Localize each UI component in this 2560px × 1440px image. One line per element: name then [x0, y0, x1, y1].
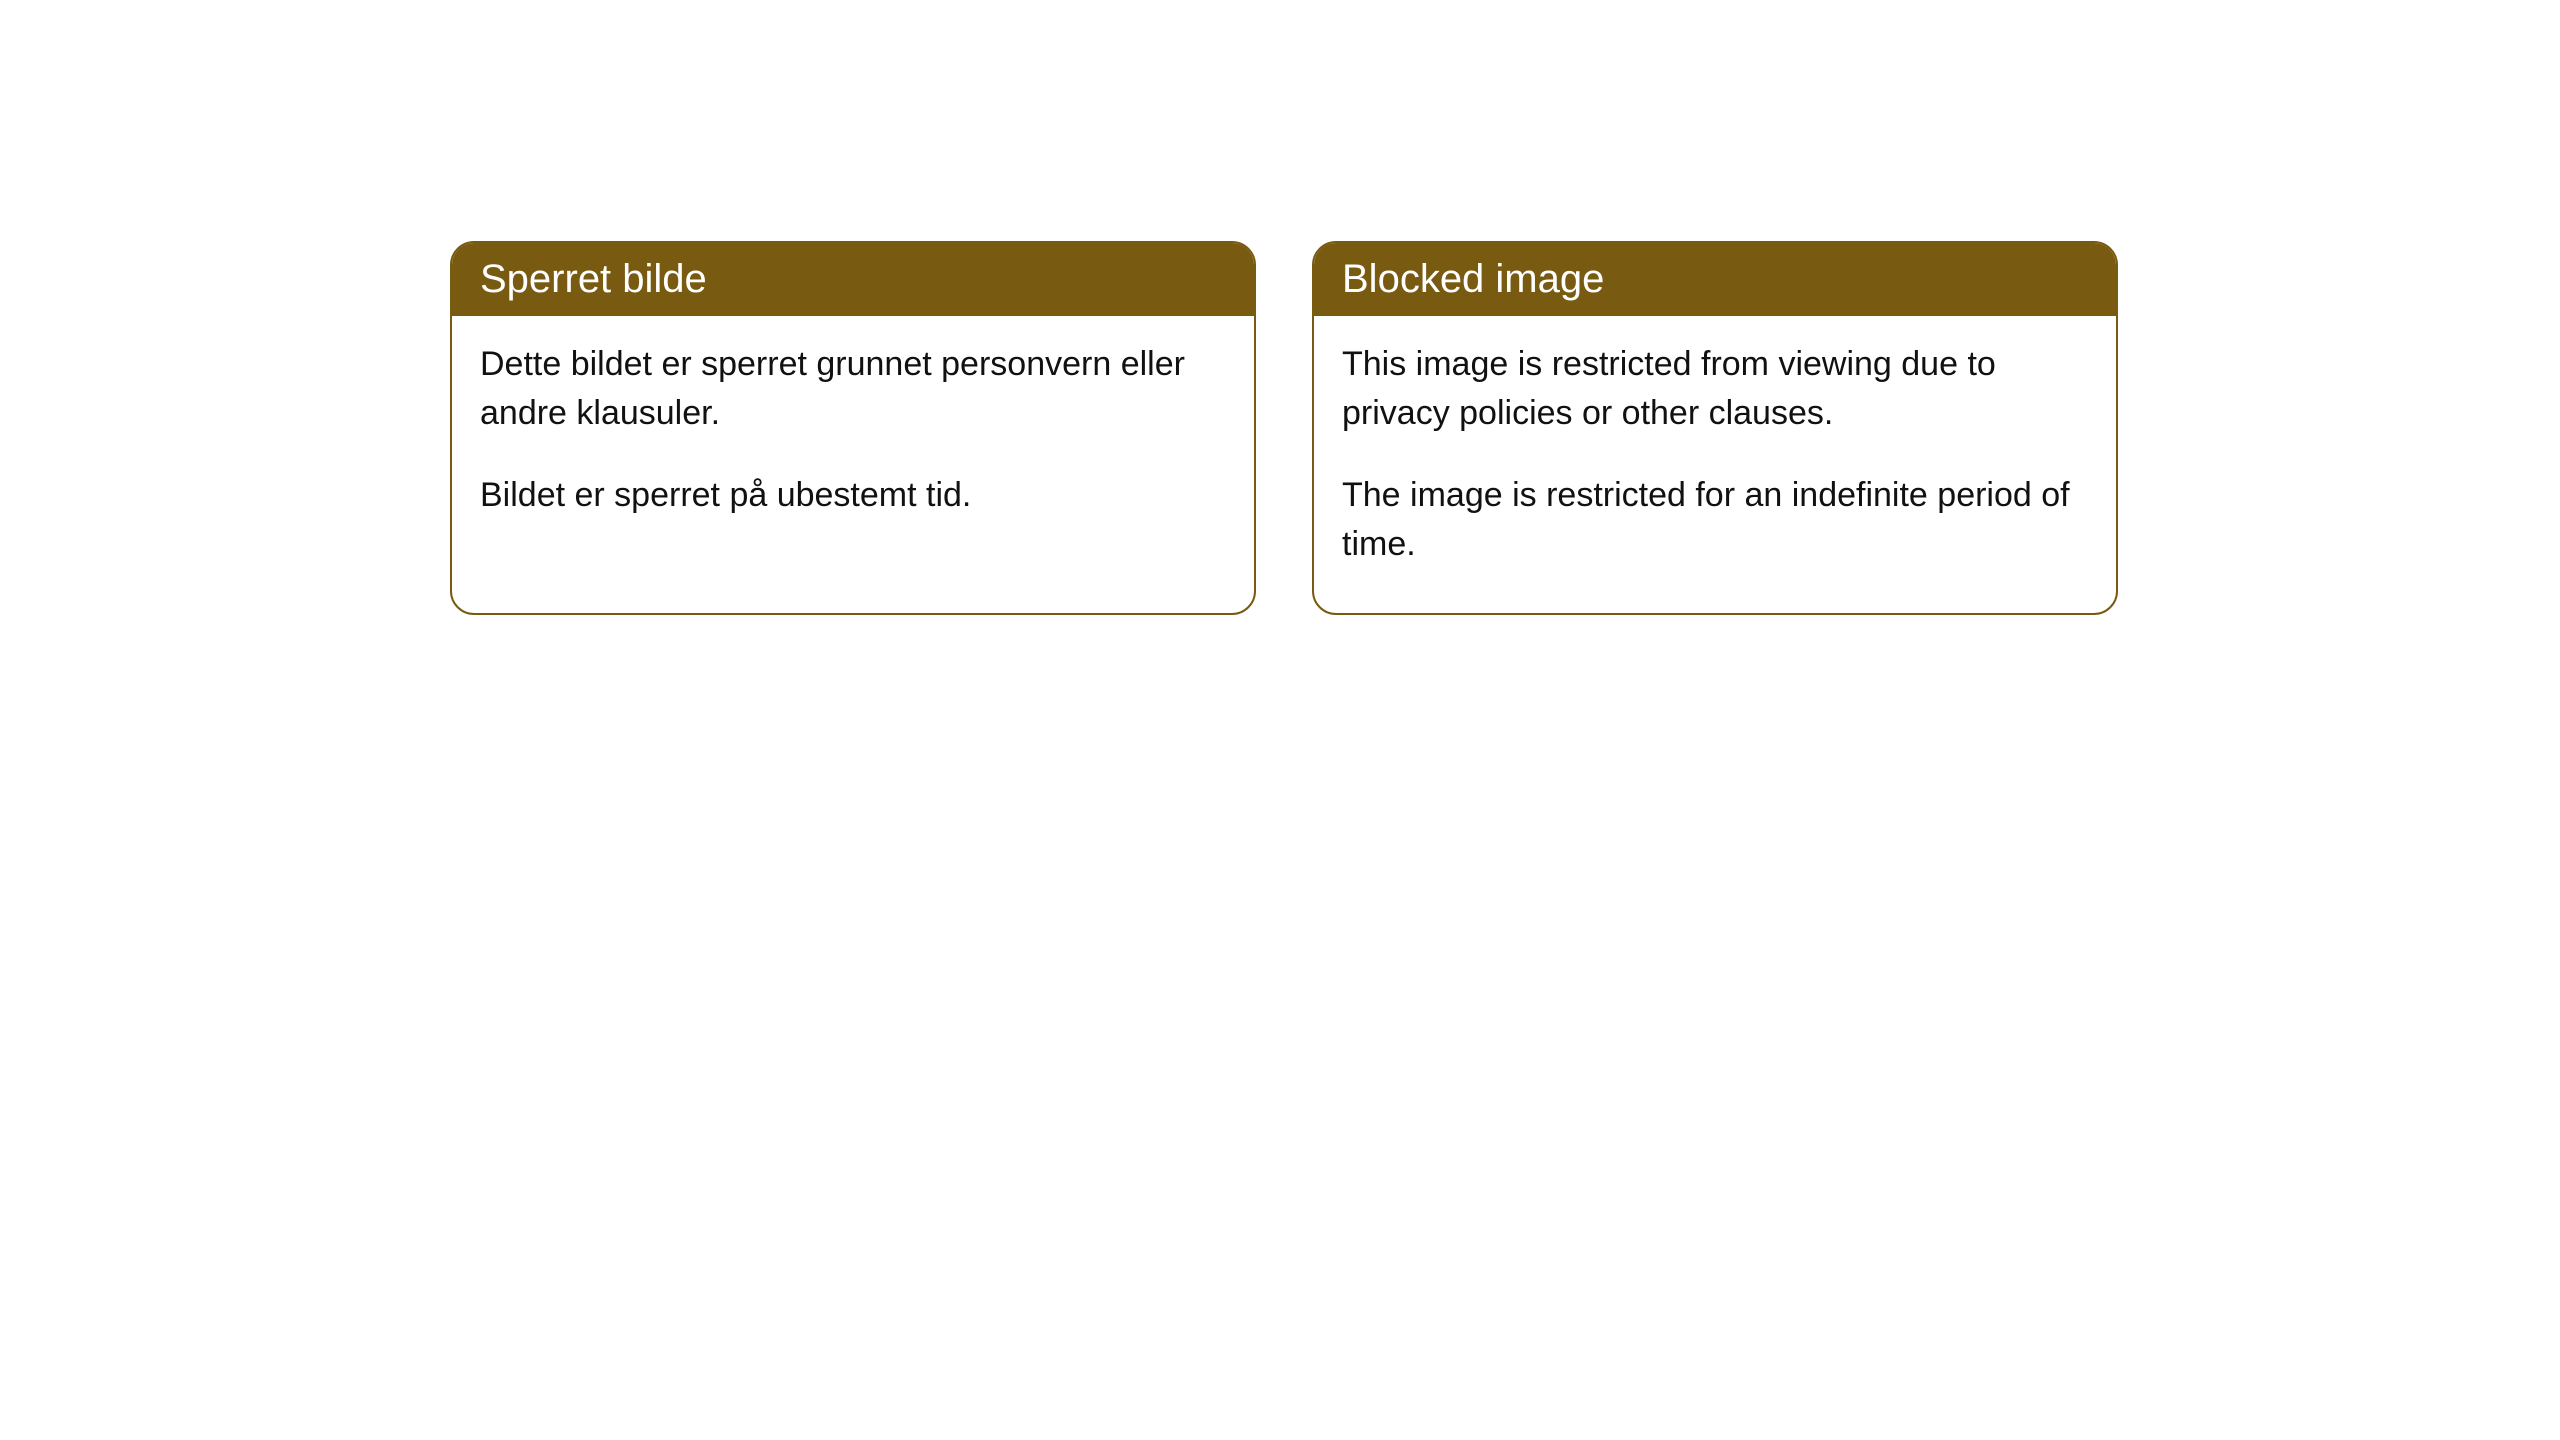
card-body-english: This image is restricted from viewing du… [1314, 316, 2116, 613]
card-body-norwegian: Dette bildet er sperret grunnet personve… [452, 316, 1254, 564]
card-paragraph-2-norwegian: Bildet er sperret på ubestemt tid. [480, 471, 1226, 520]
card-paragraph-1-norwegian: Dette bildet er sperret grunnet personve… [480, 340, 1226, 439]
card-title-english: Blocked image [1342, 257, 1604, 301]
card-paragraph-2-english: The image is restricted for an indefinit… [1342, 471, 2088, 570]
blocked-image-card-norwegian: Sperret bilde Dette bildet er sperret gr… [450, 241, 1256, 615]
blocked-image-card-english: Blocked image This image is restricted f… [1312, 241, 2118, 615]
card-header-english: Blocked image [1314, 243, 2116, 316]
card-title-norwegian: Sperret bilde [480, 257, 707, 301]
notice-container: Sperret bilde Dette bildet er sperret gr… [0, 0, 2560, 615]
card-paragraph-1-english: This image is restricted from viewing du… [1342, 340, 2088, 439]
card-header-norwegian: Sperret bilde [452, 243, 1254, 316]
